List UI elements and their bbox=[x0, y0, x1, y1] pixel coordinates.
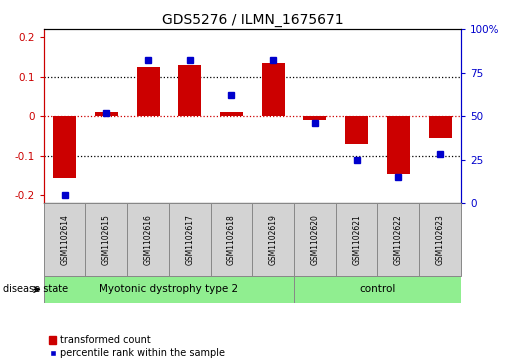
FancyBboxPatch shape bbox=[85, 203, 127, 276]
Bar bbox=[345, 116, 368, 144]
Text: GSM1102614: GSM1102614 bbox=[60, 214, 69, 265]
Bar bbox=[220, 112, 243, 116]
Title: GDS5276 / ILMN_1675671: GDS5276 / ILMN_1675671 bbox=[162, 13, 343, 26]
Text: control: control bbox=[359, 285, 396, 294]
Bar bbox=[303, 116, 327, 120]
Text: GSM1102623: GSM1102623 bbox=[436, 214, 444, 265]
FancyBboxPatch shape bbox=[336, 203, 377, 276]
FancyBboxPatch shape bbox=[44, 276, 294, 303]
Bar bbox=[53, 116, 76, 178]
FancyBboxPatch shape bbox=[252, 203, 294, 276]
Bar bbox=[387, 116, 410, 174]
FancyBboxPatch shape bbox=[294, 276, 461, 303]
FancyBboxPatch shape bbox=[127, 203, 169, 276]
Text: GSM1102619: GSM1102619 bbox=[269, 214, 278, 265]
Text: GSM1102620: GSM1102620 bbox=[311, 214, 319, 265]
Text: GSM1102616: GSM1102616 bbox=[144, 214, 152, 265]
Text: GSM1102621: GSM1102621 bbox=[352, 214, 361, 265]
Bar bbox=[136, 67, 160, 116]
Bar bbox=[178, 65, 201, 116]
Bar bbox=[95, 112, 118, 116]
FancyBboxPatch shape bbox=[169, 203, 211, 276]
FancyBboxPatch shape bbox=[419, 203, 461, 276]
Legend: transformed count, percentile rank within the sample: transformed count, percentile rank withi… bbox=[48, 335, 225, 358]
FancyBboxPatch shape bbox=[44, 203, 85, 276]
Text: GSM1102622: GSM1102622 bbox=[394, 214, 403, 265]
Text: Myotonic dystrophy type 2: Myotonic dystrophy type 2 bbox=[99, 285, 238, 294]
Text: GSM1102615: GSM1102615 bbox=[102, 214, 111, 265]
Text: GSM1102618: GSM1102618 bbox=[227, 214, 236, 265]
Text: disease state: disease state bbox=[3, 285, 67, 294]
Text: GSM1102617: GSM1102617 bbox=[185, 214, 194, 265]
FancyBboxPatch shape bbox=[211, 203, 252, 276]
FancyBboxPatch shape bbox=[377, 203, 419, 276]
Bar bbox=[428, 116, 452, 138]
FancyBboxPatch shape bbox=[294, 203, 336, 276]
Bar bbox=[262, 63, 285, 116]
